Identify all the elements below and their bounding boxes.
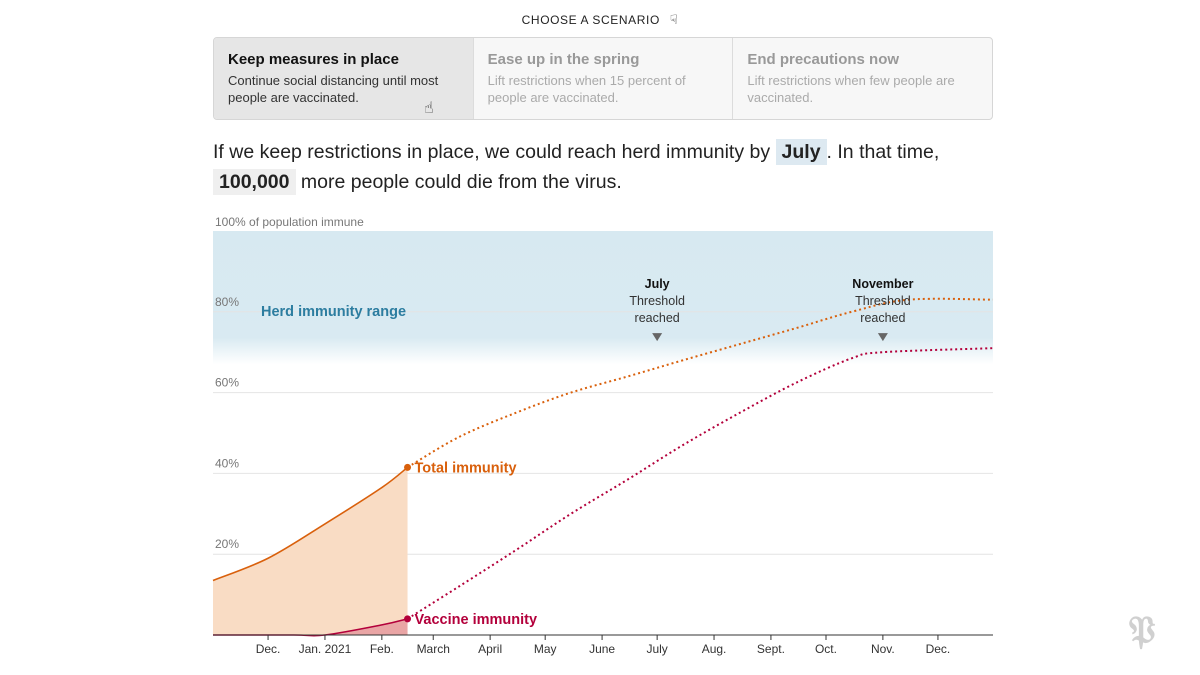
vaccine-immunity-marker: [404, 615, 412, 623]
vaccine-immunity-area: [213, 618, 408, 636]
vaccine-immunity-label: Vaccine immunity: [415, 612, 538, 628]
x-tick-label: Aug.: [702, 642, 727, 656]
y-tick-label: 60%: [215, 376, 239, 390]
scenario-end-precautions[interactable]: End precautions now Lift restrictions wh…: [733, 38, 992, 119]
threshold-month-label: November: [852, 277, 913, 291]
scenario-description: Lift restrictions when few people are va…: [747, 73, 955, 105]
total-immunity-projection: [407, 297, 994, 469]
vaccine-immunity-projection: [407, 347, 994, 620]
death-count: 100,000: [213, 169, 296, 195]
nyt-logo: 𝔓: [1128, 607, 1156, 652]
threshold-label: Threshold: [629, 294, 685, 308]
x-tick-label: July: [646, 642, 667, 656]
x-tick-label: Nov.: [871, 642, 895, 656]
scenario-summary: If we keep restrictions in place, we cou…: [213, 137, 1003, 197]
x-tick-label: Jan. 2021: [299, 642, 352, 656]
x-tick-label: June: [589, 642, 615, 656]
scenario-description: Lift restrictions when 15 percent of peo…: [487, 73, 686, 105]
choose-scenario-header: CHOOSE A SCENARIO ☟: [0, 12, 1200, 28]
summary-text-middle: . In that time,: [826, 141, 940, 163]
x-tick-label: Feb.: [370, 642, 394, 656]
herd-immunity-label: Herd immunity range: [261, 304, 406, 320]
scenario-title: Ease up in the spring: [487, 51, 640, 68]
threshold-marker-icon: [877, 333, 888, 342]
x-tick-label: Oct.: [815, 642, 837, 656]
x-tick-label: Dec.: [256, 642, 281, 656]
immunity-chart: 100% of population immune 20% 40% 60% 80% Her…: [212, 215, 994, 656]
threshold-label: Threshold: [855, 294, 911, 308]
y-tick-label: 20%: [215, 537, 239, 551]
scenario-selector: Keep measures in place Continue social d…: [213, 37, 993, 120]
scenario-title: Keep measures in place: [228, 51, 399, 68]
scenario-title: End precautions now: [747, 51, 900, 68]
x-tick-label: Sept.: [757, 642, 785, 656]
threshold-label: reached: [860, 311, 905, 325]
threshold-month-label: July: [645, 277, 670, 291]
x-tick-label: May: [534, 642, 557, 656]
x-tick-label: Dec.: [926, 642, 951, 656]
threshold-marker-icon: [652, 333, 663, 342]
scenario-keep-measures[interactable]: Keep measures in place Continue social d…: [214, 38, 474, 119]
total-immunity-area: [213, 467, 408, 635]
hand-cursor-icon: ☝: [424, 100, 434, 117]
x-tick-label: March: [417, 642, 450, 656]
y-axis-title: 100% of population immune: [215, 215, 364, 229]
y-tick-label: 80%: [215, 295, 239, 309]
summary-text-before: If we keep restrictions in place, we cou…: [213, 141, 771, 163]
herd-immunity-month: July: [775, 139, 827, 165]
x-tick-label: April: [478, 642, 502, 656]
scenario-description: Continue social distancing until most pe…: [228, 73, 439, 105]
choose-scenario-label: CHOOSE A SCENARIO: [521, 13, 660, 27]
total-immunity-line: [212, 466, 409, 582]
herd-immunity-band: [213, 231, 993, 365]
pointing-hand-icon: ☟: [669, 12, 679, 27]
threshold-label: reached: [635, 311, 680, 325]
total-immunity-marker: [404, 463, 412, 471]
scenario-ease-up-spring[interactable]: Ease up in the spring Lift restrictions …: [474, 38, 734, 119]
y-tick-label: 40%: [215, 456, 239, 470]
total-immunity-label: Total immunity: [415, 460, 517, 476]
summary-text-after: more people could die from the virus.: [300, 171, 622, 193]
